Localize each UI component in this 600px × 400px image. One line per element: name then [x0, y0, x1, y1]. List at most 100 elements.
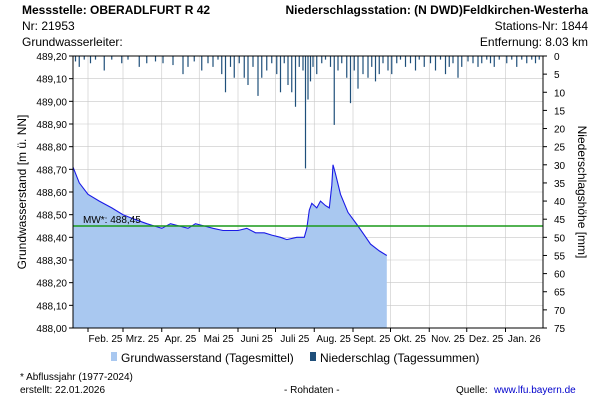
y2-tick-label: 25: [554, 143, 566, 154]
precipitation-bar: [448, 56, 450, 67]
source-label: Quelle:: [456, 385, 488, 396]
precipitation-bar: [333, 56, 335, 125]
x-tick-label: Apr. 25: [165, 334, 197, 345]
precipitation-bar: [304, 56, 307, 169]
x-tick-label: Mai 25: [204, 334, 234, 345]
source-link[interactable]: www.lfu.bayern.de: [494, 385, 576, 396]
precip-station-title: Niederschlagsstation: (N DWD)Feldkirchen…: [285, 3, 588, 17]
precipitation-bar: [434, 56, 437, 71]
precipitation-bar: [467, 56, 469, 62]
groundwater-line: [72, 164, 388, 256]
axes: 488,00 488,10 488,20 488,30 488,40 488,50 488,…: [15, 52, 589, 345]
y2-tick-label: 40: [554, 197, 566, 208]
precipitation-bar: [83, 56, 85, 60]
precipitation-bar: [353, 56, 355, 71]
precipitation-bar: [461, 56, 463, 67]
precipitation-bar: [493, 56, 495, 67]
x-tick-label: Nov. 25: [431, 334, 465, 345]
precipitation-bar: [472, 56, 474, 64]
precipitation-bar: [307, 56, 309, 100]
groundwater-area-series: [72, 164, 388, 328]
station-title: Messstelle: OBERADLFURT R 42: [22, 3, 211, 17]
precipitation-bar: [357, 56, 359, 89]
y-tick-label: 488,00: [36, 324, 67, 335]
precipitation-bar: [516, 56, 518, 67]
precipitation-bar: [316, 56, 318, 75]
precipitation-bar: [526, 56, 528, 64]
y2-tick-label: 60: [554, 270, 566, 281]
y-tick-label: 489,20: [36, 52, 67, 63]
precipitation-bar: [94, 56, 97, 60]
y-tick-label: 488,90: [36, 120, 67, 131]
precipitation-bar: [138, 56, 140, 67]
precipitation-bar: [207, 56, 209, 64]
precipitation-bar: [212, 56, 214, 67]
precipitation-bar: [391, 56, 393, 75]
precipitation-bar: [224, 56, 227, 93]
precipitation-bar: [243, 56, 245, 78]
precipitation-bar: [193, 56, 195, 62]
mean-line-label: MW*: 488,45: [83, 215, 141, 226]
y2-tick-label: 65: [554, 288, 566, 299]
precipitation-bar: [271, 56, 273, 64]
precipitation-bar: [506, 56, 508, 64]
precipitation-bar: [276, 56, 278, 75]
y2-tick-label: 50: [554, 233, 566, 244]
precipitation-bar: [172, 56, 174, 66]
precipitation-bar: [89, 56, 92, 64]
precipitation-bar: [324, 56, 327, 60]
precipitation-bar: [367, 56, 369, 78]
precipitation-bar: [429, 56, 432, 64]
precipitation-bar-series: [74, 56, 540, 169]
precipitation-bar: [382, 56, 384, 64]
x-tick-label: Juni 25: [241, 334, 274, 345]
precipitation-bar: [257, 56, 259, 96]
y-axis-title: Grundwasserstand [m ü. NN]: [15, 115, 29, 270]
precipitation-bar: [378, 56, 380, 75]
y-tick-label: 488,10: [36, 301, 67, 312]
y2-tick-label: 15: [554, 106, 566, 117]
precipitation-bar: [321, 56, 323, 64]
precipitation-bar: [457, 56, 459, 78]
precipitation-bar: [498, 56, 500, 60]
y-tick-label: 488,70: [36, 165, 67, 176]
x-tick-label: Sept. 25: [353, 334, 391, 345]
precipitation-bar: [154, 56, 157, 62]
y-tick-label: 489,10: [36, 75, 67, 86]
precipitation-bar: [252, 56, 254, 67]
precipitation-bar: [329, 56, 332, 67]
raw-data-note: - Rohdaten -: [284, 385, 340, 396]
x-tick-label: Okt. 25: [394, 334, 427, 345]
precipitation-bar: [74, 56, 77, 62]
y2-tick-label: 10: [554, 88, 566, 99]
y-tick-label: 488,80: [36, 143, 67, 154]
y2-tick-label: 20: [554, 125, 566, 136]
x-tick-label: Aug. 25: [316, 334, 351, 345]
precipitation-bar: [283, 56, 285, 64]
groundwater-area: [73, 164, 387, 328]
precipitation-bar: [201, 56, 203, 71]
precipitation-bar: [229, 56, 232, 67]
x-tick-label: Mrz. 25: [126, 334, 160, 345]
precipitation-bar: [291, 56, 293, 93]
precipitation-bar: [261, 56, 263, 78]
precipitation-bar: [162, 56, 164, 64]
y-tick-label: 488,60: [36, 188, 67, 199]
precipitation-bar: [404, 56, 407, 67]
y2-tick-label: 0: [554, 52, 560, 63]
precipitation-bar: [337, 56, 339, 71]
legend-groundwater-label: Grundwasserstand (Tagesmittel): [121, 351, 294, 365]
y2-axis-title: Niederschlagshöhe [mm]: [575, 126, 589, 259]
precipitation-bar: [309, 56, 312, 82]
precipitation-bar: [439, 56, 442, 60]
plot-frame: [72, 55, 544, 329]
precipitation-bar: [103, 56, 105, 71]
precipitation-bar: [371, 56, 373, 67]
precipitation-bar: [452, 56, 454, 64]
y-tick-label: 488,50: [36, 211, 67, 222]
mean-line-group: MW*: 488,45: [73, 215, 543, 227]
precipitation-bar: [182, 56, 184, 75]
y-tick-label: 488,30: [36, 256, 67, 267]
y-tick-label: 489,00: [36, 97, 67, 108]
x-tick-label: Jan. 26: [508, 334, 541, 345]
